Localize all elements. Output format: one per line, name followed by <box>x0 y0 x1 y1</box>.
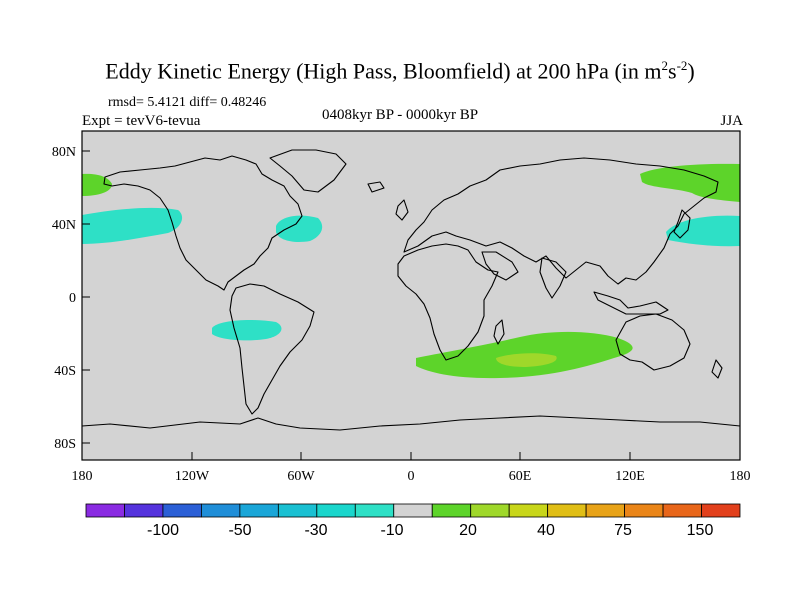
coastline-greenland <box>269 149 347 193</box>
cyan-region-north-pacific-east <box>82 207 183 244</box>
map-title: Eddy Kinetic Energy (High Pass, Bloomfie… <box>105 58 695 84</box>
coastline-arabia <box>481 251 519 281</box>
coastline-new-zealand <box>711 359 723 379</box>
coastline-iceland <box>367 181 385 193</box>
colorbar-swatch <box>239 503 279 518</box>
colorbar-swatch <box>585 503 625 518</box>
colorbar-label-neg30: -30 <box>304 522 327 539</box>
lon-label-120w: 120W <box>175 469 210 484</box>
coastlines <box>81 149 741 431</box>
colorbar-swatch <box>431 503 472 518</box>
yellowgreen-region-southern-ocean <box>496 353 557 367</box>
cyan-region-north-pacific-west <box>666 215 740 247</box>
lat-label-40n: 40N <box>52 218 76 233</box>
colorbar <box>85 503 741 518</box>
coastline-antarctica <box>81 415 741 431</box>
colorbar-swatch <box>85 503 125 518</box>
period-label: 0408kyr BP - 0000kyr BP <box>321 107 479 123</box>
map-background <box>82 131 740 460</box>
lat-label-80s: 80S <box>54 437 76 452</box>
cyan-region-south-pacific <box>212 320 282 341</box>
colorbar-swatch <box>470 503 510 518</box>
coastline-madagascar <box>493 319 505 345</box>
colorbar-swatch <box>547 503 587 518</box>
lon-label-60e: 60E <box>509 469 532 484</box>
lat-label-80n: 80N <box>52 145 76 160</box>
experiment-label: Expt = tevV6-tevua <box>82 113 201 129</box>
colorbar-swatch <box>201 503 241 518</box>
colorbar-swatch <box>701 503 741 518</box>
colorbar-swatch <box>277 503 318 518</box>
colorbar-label-neg10: -10 <box>380 522 403 539</box>
lon-label-180e: 180 <box>730 469 751 484</box>
lon-label-60w: 60W <box>287 469 315 484</box>
lat-label-40s: 40S <box>54 364 76 379</box>
colorbar-label-20: 20 <box>459 522 477 539</box>
colorbar-label-75: 75 <box>614 522 632 539</box>
colorbar-swatch <box>393 503 433 518</box>
coastline-africa <box>397 243 499 361</box>
lon-label-0: 0 <box>408 469 415 484</box>
coastline-south-america <box>229 283 315 415</box>
coastline-britain <box>395 199 409 221</box>
colorbar-swatch <box>662 503 702 518</box>
colorbar-label-40: 40 <box>537 522 555 539</box>
coastline-india <box>539 257 567 299</box>
colorbar-label-150: 150 <box>687 522 714 539</box>
colorbar-labels: -100 -50 -30 -10 20 40 75 150 <box>147 522 713 539</box>
lon-label-180w: 180 <box>72 469 93 484</box>
colorbar-swatch <box>316 503 356 518</box>
colorbar-swatch <box>354 503 395 518</box>
colorbar-label-neg100: -100 <box>147 522 179 539</box>
lon-label-120e: 120E <box>615 469 645 484</box>
colorbar-swatch <box>124 503 164 518</box>
colorbar-swatch <box>162 503 202 518</box>
coastline-japan <box>673 209 691 239</box>
colorbar-label-neg50: -50 <box>228 522 251 539</box>
stats-text: rmsd= 5.4121 diff= 0.48246 <box>108 95 267 110</box>
coastline-eurasia <box>403 157 719 285</box>
coastline-north-america <box>103 155 303 291</box>
coastline-australia <box>615 313 691 371</box>
lat-label-0: 0 <box>69 291 76 306</box>
season-label: JJA <box>720 113 743 129</box>
cyan-region-north-atlantic <box>276 215 323 242</box>
colorbar-swatch <box>508 503 549 518</box>
coastline-indonesia <box>593 291 669 315</box>
colorbar-swatch <box>624 503 664 518</box>
axis-ticks <box>81 150 741 460</box>
